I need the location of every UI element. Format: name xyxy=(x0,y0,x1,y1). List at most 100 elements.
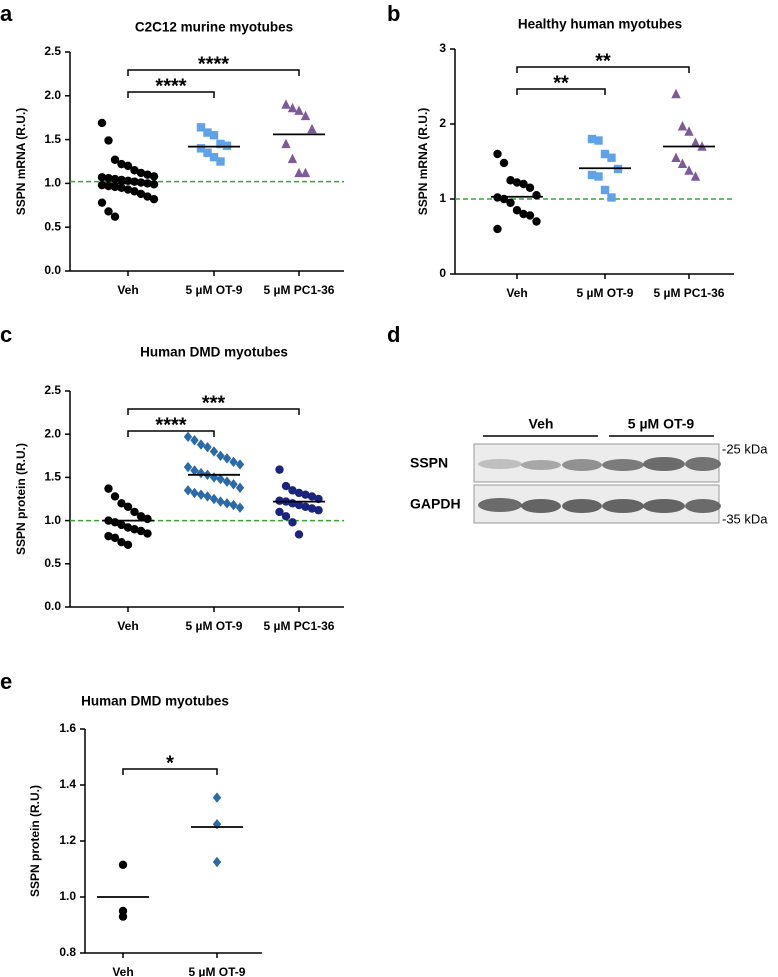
blot-row: GAPDH xyxy=(410,496,461,512)
data-point xyxy=(275,465,284,474)
y-tick-label: 2.0 xyxy=(44,426,61,440)
blot-group: Veh xyxy=(529,416,554,432)
significance-label: **** xyxy=(198,53,229,75)
data-point xyxy=(209,493,219,505)
data-point xyxy=(212,856,222,868)
chart-title: Human DMD myotubes xyxy=(81,694,229,709)
y-tick-label: 1.5 xyxy=(44,470,61,484)
y-tick-label: 0.0 xyxy=(44,263,61,277)
x-tick-label: 5 µM PC1-36 xyxy=(654,286,725,300)
y-tick-label: 0.5 xyxy=(44,219,61,233)
panel-letter: e xyxy=(0,669,12,694)
data-point xyxy=(190,465,199,476)
significance-bracket xyxy=(127,430,215,437)
data-point xyxy=(123,161,133,171)
data-point xyxy=(288,486,297,495)
data-point xyxy=(209,152,219,162)
x-tick-label: 5 µM OT-9 xyxy=(186,283,243,297)
data-point xyxy=(196,144,206,153)
data-point xyxy=(216,496,225,507)
data-point xyxy=(118,860,128,869)
data-point xyxy=(123,540,133,549)
data-point xyxy=(110,182,120,192)
data-point xyxy=(532,217,541,226)
data-point xyxy=(183,485,193,496)
data-point xyxy=(130,166,139,175)
data-point xyxy=(287,153,298,164)
panel-letter: b xyxy=(387,1,400,26)
significance-bracket xyxy=(516,66,690,73)
data-point xyxy=(294,500,304,510)
x-tick-label: 5 µM OT-9 xyxy=(186,619,243,633)
data-point xyxy=(294,167,304,178)
significance-bracket xyxy=(516,88,606,95)
panel-letter: d xyxy=(387,322,400,347)
y-tick-label: 2.0 xyxy=(44,88,61,102)
data-point xyxy=(600,149,610,159)
y-tick-label: 1 xyxy=(439,191,446,205)
y-axis-label: SSPN mRNA (R.U.) xyxy=(14,108,28,216)
data-point xyxy=(600,185,610,195)
data-point xyxy=(212,792,222,803)
data-point xyxy=(104,484,113,493)
data-point xyxy=(216,157,225,166)
data-point xyxy=(607,153,616,162)
data-point xyxy=(300,110,311,121)
panel-letter: c xyxy=(0,322,12,347)
data-point xyxy=(222,453,232,464)
data-point xyxy=(110,174,120,184)
data-point xyxy=(117,175,126,185)
data-point xyxy=(203,491,212,502)
data-point xyxy=(690,137,701,147)
data-point xyxy=(110,533,120,543)
data-point xyxy=(196,123,206,132)
data-point xyxy=(607,193,616,202)
x-tick-label: 5 µM OT-9 xyxy=(189,965,246,977)
data-point xyxy=(294,488,304,498)
significance-bracket xyxy=(127,91,215,98)
x-tick-label: Veh xyxy=(506,286,527,300)
y-axis-label: SSPN mRNA (R.U.) xyxy=(416,108,430,216)
data-point xyxy=(216,139,225,149)
data-point xyxy=(117,499,126,508)
y-tick-label: 1.2 xyxy=(59,833,76,847)
data-point xyxy=(294,530,304,539)
y-tick-label: 2.5 xyxy=(44,44,61,58)
data-point xyxy=(183,461,193,473)
data-point xyxy=(209,472,219,483)
y-axis-label: SSPN protein (R.U.) xyxy=(14,443,28,555)
data-point xyxy=(136,512,146,521)
data-point xyxy=(130,507,139,517)
data-point xyxy=(275,507,284,517)
data-point xyxy=(104,531,113,541)
data-point xyxy=(307,504,317,513)
data-point xyxy=(287,102,298,113)
data-point xyxy=(499,158,509,168)
y-tick-label: 3 xyxy=(439,41,446,55)
x-tick-label: 5 µM OT-9 xyxy=(577,286,634,300)
data-point xyxy=(136,526,146,536)
data-point xyxy=(512,206,522,215)
data-point xyxy=(594,172,603,181)
y-tick-label: 2 xyxy=(439,116,446,130)
data-point xyxy=(143,514,152,524)
data-point xyxy=(117,538,126,547)
y-tick-label: 1.4 xyxy=(59,777,76,791)
data-point xyxy=(222,476,232,487)
data-point xyxy=(212,819,222,830)
data-point xyxy=(222,498,232,509)
data-point xyxy=(117,183,126,192)
x-tick-label: Veh xyxy=(112,965,133,977)
data-point xyxy=(281,99,291,109)
kda-marker: -25 kDa xyxy=(722,441,768,456)
data-point xyxy=(684,165,694,175)
data-point xyxy=(229,456,238,468)
data-point xyxy=(97,118,107,128)
significance-label: *** xyxy=(202,392,226,414)
data-point xyxy=(97,173,107,182)
bands xyxy=(478,457,721,513)
significance-bracket xyxy=(127,408,300,415)
data-point xyxy=(130,187,139,196)
